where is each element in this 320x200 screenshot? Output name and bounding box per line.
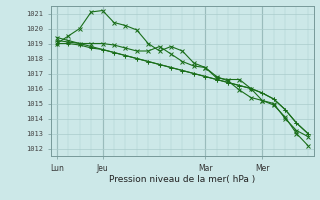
X-axis label: Pression niveau de la mer( hPa ): Pression niveau de la mer( hPa ): [109, 175, 256, 184]
